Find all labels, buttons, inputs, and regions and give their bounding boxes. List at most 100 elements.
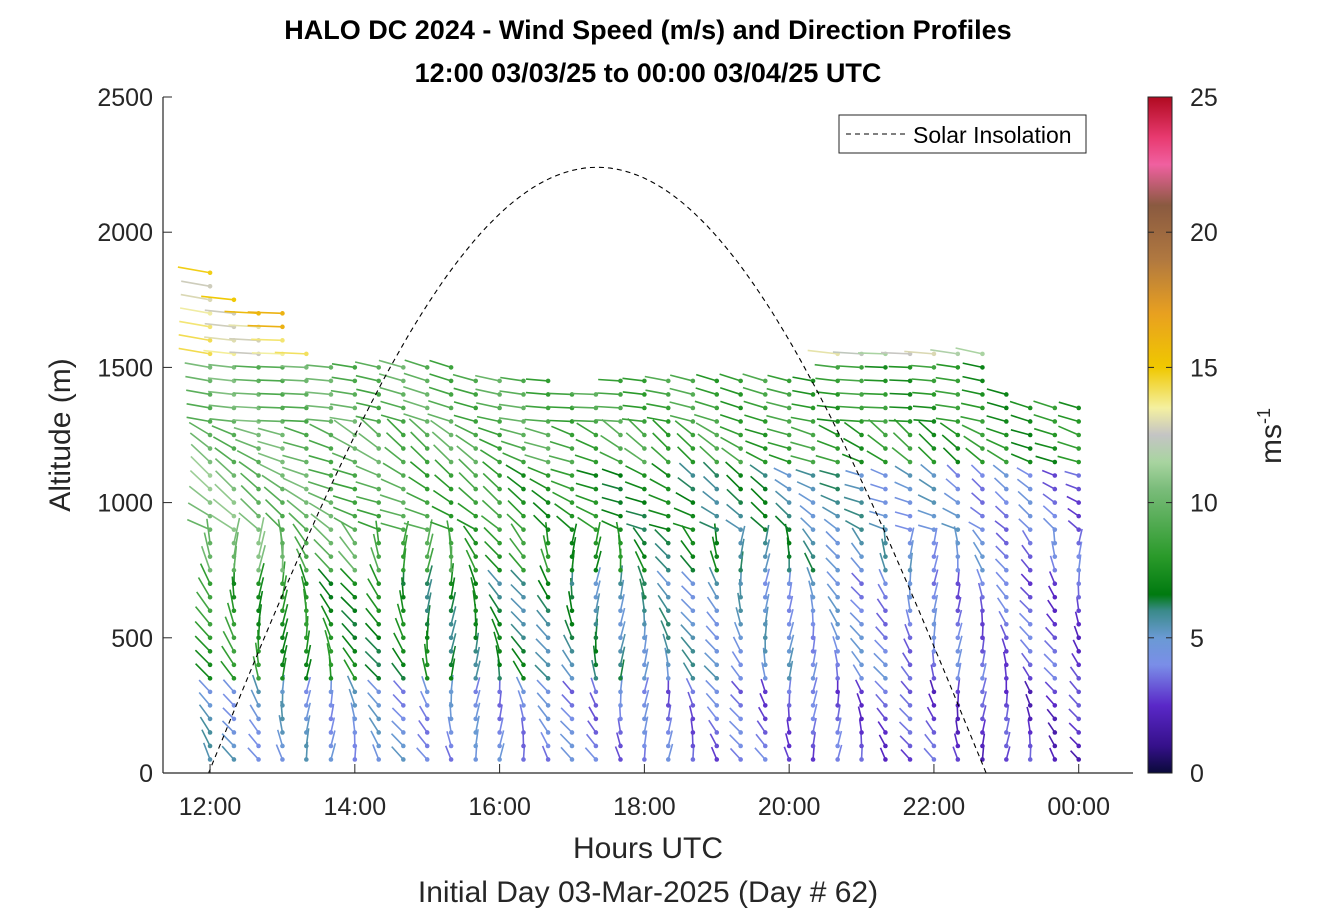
wind-vector bbox=[806, 567, 814, 584]
wind-vector-dot bbox=[280, 513, 285, 519]
wind-vector-dot bbox=[714, 432, 720, 438]
wind-vector bbox=[1057, 440, 1079, 450]
wind-vector-dot bbox=[1076, 635, 1082, 641]
wind-vector bbox=[511, 648, 525, 666]
wind-vector bbox=[755, 733, 766, 747]
wind-vector bbox=[1021, 544, 1031, 558]
wind-vector-dot bbox=[980, 554, 985, 559]
wind-vector-dot bbox=[545, 676, 551, 681]
wind-vector bbox=[453, 387, 476, 396]
wind-vector bbox=[305, 715, 311, 733]
wind-vector-dot bbox=[665, 473, 671, 478]
wind-vector bbox=[280, 365, 307, 369]
wind-vector bbox=[845, 520, 862, 531]
wind-vector-dot bbox=[473, 527, 479, 532]
wind-vector-dot bbox=[1027, 743, 1033, 749]
wind-vector-dot bbox=[231, 743, 237, 749]
wind-vector-dot bbox=[376, 676, 382, 681]
wind-vector-dot bbox=[786, 703, 792, 708]
wind-vector bbox=[379, 494, 404, 504]
wind-vector-dot bbox=[569, 459, 575, 465]
wind-vector bbox=[774, 490, 790, 504]
wind-vector-dot bbox=[376, 716, 382, 722]
wind-vector bbox=[370, 730, 380, 747]
wind-vector-dot bbox=[207, 540, 213, 546]
wind-vector-dot bbox=[618, 378, 623, 384]
wind-vector bbox=[900, 665, 911, 679]
wind-vector-dot bbox=[424, 757, 430, 762]
wind-vector-dot bbox=[738, 554, 743, 559]
wind-vector bbox=[333, 517, 356, 531]
wind-vector bbox=[995, 571, 1007, 585]
wind-vector bbox=[643, 648, 649, 665]
wind-vector bbox=[427, 413, 452, 423]
wind-vector-dot bbox=[955, 378, 961, 384]
wind-vector-dot bbox=[1027, 513, 1033, 519]
wind-vector-dot bbox=[424, 513, 430, 519]
wind-vector-dot bbox=[835, 649, 840, 654]
wind-vector bbox=[713, 523, 718, 544]
wind-vector bbox=[825, 557, 839, 571]
wind-vector-dot bbox=[907, 757, 913, 762]
wind-vector bbox=[390, 733, 404, 747]
wind-vector bbox=[669, 414, 694, 423]
wind-vector-dot bbox=[618, 513, 623, 519]
wind-vector bbox=[788, 647, 794, 666]
wind-vector bbox=[918, 478, 935, 490]
x-axis-label: Hours UTC bbox=[573, 832, 723, 865]
wind-vector-dot bbox=[690, 392, 696, 397]
wind-vector-dot bbox=[231, 527, 237, 532]
wind-vector-dot bbox=[231, 716, 237, 722]
wind-vector-dot bbox=[424, 662, 430, 668]
wind-vector bbox=[643, 661, 650, 679]
wind-vector-dot bbox=[473, 608, 479, 614]
wind-vector-dot bbox=[328, 716, 334, 722]
wind-vector-dot bbox=[521, 649, 526, 654]
wind-vector bbox=[524, 454, 549, 463]
wind-vector bbox=[807, 349, 838, 355]
wind-vector bbox=[185, 375, 211, 382]
wind-vector bbox=[826, 571, 839, 585]
wind-vector bbox=[357, 520, 380, 531]
wind-vector bbox=[512, 660, 525, 679]
wind-vector bbox=[399, 590, 405, 611]
wind-vector-dot bbox=[642, 703, 647, 708]
wind-vector-dot bbox=[690, 540, 696, 546]
wind-vector-dot bbox=[473, 662, 479, 668]
wind-vector bbox=[250, 689, 260, 706]
wind-vector bbox=[868, 418, 886, 436]
wind-vector bbox=[667, 717, 673, 733]
wind-vector bbox=[179, 307, 211, 315]
wind-vector-dot bbox=[980, 378, 985, 384]
wind-vector bbox=[1051, 540, 1056, 557]
wind-vector bbox=[498, 704, 503, 720]
wind-vector bbox=[233, 426, 259, 436]
wind-vector bbox=[221, 720, 235, 734]
wind-vector-dot bbox=[256, 540, 261, 546]
wind-vector bbox=[221, 745, 235, 761]
wind-vector-dot bbox=[618, 703, 623, 708]
wind-vector bbox=[508, 552, 525, 571]
wind-vector-dot bbox=[304, 365, 309, 370]
wind-vector bbox=[894, 496, 911, 504]
wind-vector-dot bbox=[980, 513, 985, 519]
wind-vector bbox=[756, 720, 766, 733]
wind-vector bbox=[680, 611, 694, 625]
wind-vector-dot bbox=[786, 527, 792, 532]
wind-vector bbox=[305, 676, 312, 693]
wind-vector-dot bbox=[304, 743, 309, 749]
wind-vector bbox=[308, 439, 332, 450]
wind-vector-dot bbox=[448, 608, 454, 614]
wind-vector-dot bbox=[786, 473, 792, 478]
wind-vector-dot bbox=[883, 676, 888, 681]
wind-vector bbox=[750, 488, 766, 504]
wind-vector-dot bbox=[256, 500, 261, 505]
wind-vector bbox=[482, 472, 501, 490]
wind-vector-dot bbox=[955, 567, 961, 573]
wind-vector bbox=[428, 386, 452, 396]
wind-vector bbox=[619, 621, 626, 639]
wind-vector-dot bbox=[618, 392, 623, 397]
wind-vector-dot bbox=[593, 649, 599, 654]
wind-vector-dot bbox=[376, 581, 382, 587]
wind-vector-dot bbox=[207, 486, 213, 492]
